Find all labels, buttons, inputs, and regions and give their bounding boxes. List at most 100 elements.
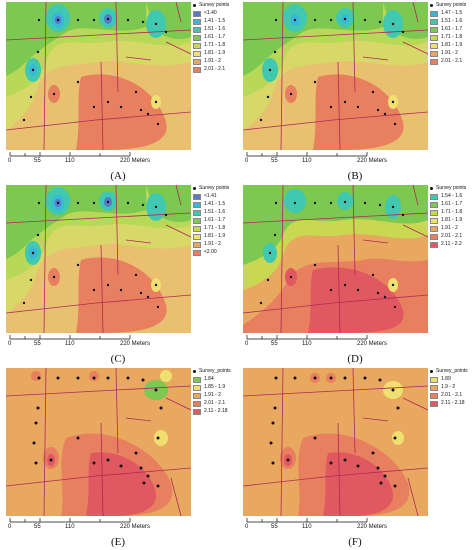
color-swatch	[193, 26, 201, 33]
legend-label: 1.81 - 1.9	[441, 217, 463, 223]
legend: Survey_points 1.84 1.85 - 1.9 1.91 - 2 2…	[193, 368, 236, 415]
color-swatch	[193, 66, 201, 73]
color-swatch	[193, 408, 201, 415]
legend-item: 1.71 - 1.8	[193, 225, 236, 232]
color-swatch	[430, 58, 438, 65]
legend-item: 1.51 - 1.6	[193, 26, 236, 33]
legend-item: 1.61 - 1.7	[193, 217, 236, 224]
color-swatch	[430, 233, 438, 240]
panel-caption: (F)	[348, 536, 362, 548]
color-swatch	[430, 42, 438, 49]
legend-label: <1.40	[204, 10, 217, 16]
legend-item: 1.41 - 1.5	[193, 201, 236, 208]
panel-caption: (E)	[110, 536, 126, 548]
legend-label: 1.71 - 1.8	[441, 209, 463, 215]
color-swatch	[430, 193, 438, 200]
scale-bar: 0 55 110 220 Meters	[8, 333, 151, 351]
scale-label: 55	[271, 524, 278, 530]
interpolation-map-e	[6, 368, 191, 516]
color-swatch	[430, 400, 438, 407]
legend-title-text: Survey_points	[436, 368, 468, 374]
legend-item: 1.81 - 1.9	[430, 42, 473, 49]
legend-label: 2.11 - 2.18	[441, 400, 465, 406]
survey-point-icon	[430, 187, 433, 190]
legend-item: 1.51 - 1.6	[430, 18, 473, 25]
scale-bar: 0 55 110 220 Meters	[245, 333, 387, 351]
scale-label: 110	[65, 341, 75, 347]
scale-label: 110	[302, 524, 312, 530]
panel-caption: (B)	[347, 170, 363, 182]
survey-point-icon	[193, 4, 196, 7]
legend-item: 1.47 - 1.5	[430, 10, 473, 17]
scale-label: 110	[302, 158, 312, 164]
color-swatch	[193, 10, 201, 17]
color-swatch	[193, 384, 201, 391]
scale-label: 110	[302, 341, 312, 347]
survey-point-icon	[193, 370, 196, 373]
legend-label: 1.71 - 1.8	[204, 225, 226, 231]
legend-item: 1.81 - 1.9	[430, 217, 473, 224]
legend-item: 2.01 - 2.1	[430, 58, 473, 65]
legend-label: 1.51 - 1.6	[204, 209, 226, 215]
legend-title: Survey points	[193, 2, 236, 9]
legend-title: Survey points	[430, 2, 473, 9]
legend-item: 1.71 - 1.8	[193, 42, 236, 49]
scale-label: 55	[271, 158, 278, 164]
survey-point-icon	[430, 4, 433, 7]
scale-bar: 0 55 110 220 Meters	[8, 150, 151, 168]
legend-label: 1.91 - 2	[204, 392, 221, 398]
panel-caption: (A)	[110, 170, 126, 182]
color-swatch	[430, 376, 438, 383]
color-swatch	[193, 201, 201, 208]
scale-bar: 0 55 110 220 Meters	[8, 516, 151, 534]
color-swatch	[193, 233, 201, 240]
scale-label: 0	[8, 524, 12, 530]
scale-label: 220 Meters	[120, 524, 151, 530]
legend-item: 2.11 - 2.18	[193, 408, 236, 415]
legend: Survey points 1.47 - 1.5 1.51 - 1.6 1.61…	[430, 2, 473, 65]
interpolation-map-c	[6, 185, 191, 333]
legend-item: 1.61 - 1.7	[430, 201, 473, 208]
legend-title-text: Survey points	[199, 185, 230, 191]
scale-label: 55	[34, 524, 41, 530]
map-panel-b: Survey points 1.47 - 1.5 1.51 - 1.6 1.61…	[237, 0, 473, 183]
legend-label: 1.81 - 1.9	[204, 50, 226, 56]
scale-label: 220 Meters	[120, 158, 151, 164]
map-panel-d: Survey points 1.54 - 1.6 1.61 - 1.7 1.71…	[237, 183, 473, 366]
color-swatch	[430, 34, 438, 41]
legend-label: <2.00	[204, 249, 217, 255]
color-swatch	[430, 225, 438, 232]
legend-title-text: Survey points	[436, 2, 467, 8]
legend-item: 1.54 - 1.6	[430, 193, 473, 200]
legend-label: <1.41	[204, 193, 217, 199]
survey-point-icon	[430, 370, 433, 373]
legend-label: 1.71 - 1.8	[441, 34, 463, 40]
legend: Survey points 1.54 - 1.6 1.61 - 1.7 1.71…	[430, 185, 473, 248]
color-swatch	[430, 50, 438, 57]
legend: Survey_points 1.89 1.9 - 2 2.01 - 2.1 2.…	[430, 368, 473, 407]
legend-label: 1.41 - 1.5	[204, 18, 226, 24]
color-swatch	[193, 50, 201, 57]
scale-label: 110	[65, 524, 75, 530]
scale-label: 0	[245, 524, 249, 530]
legend-label: 1.54 - 1.6	[441, 193, 463, 199]
color-swatch	[430, 10, 438, 17]
panel-caption: (C)	[110, 353, 126, 365]
legend-item: 1.84	[193, 376, 236, 383]
legend-item: 1.91 - 2	[430, 225, 473, 232]
interpolation-map-f	[243, 368, 428, 516]
legend-item: 2.11 - 2.2	[430, 241, 473, 248]
scale-label: 0	[8, 341, 12, 347]
legend-item: 1.91 - 2	[193, 392, 236, 399]
scale-label: 55	[271, 341, 278, 347]
legend-item: <1.41	[193, 193, 236, 200]
legend-title-text: Survey_points	[199, 368, 231, 374]
legend: Survey points <1.40 1.41 - 1.5 1.51 - 1.…	[193, 2, 236, 73]
color-swatch	[430, 384, 438, 391]
legend-title: Survey points	[193, 185, 236, 192]
legend-label: 2.11 - 2.2	[441, 241, 462, 247]
interpolation-map-b	[243, 2, 428, 150]
scale-label: 220 Meters	[120, 341, 151, 347]
scale-label: 220 Meters	[357, 158, 388, 164]
color-swatch	[193, 376, 201, 383]
